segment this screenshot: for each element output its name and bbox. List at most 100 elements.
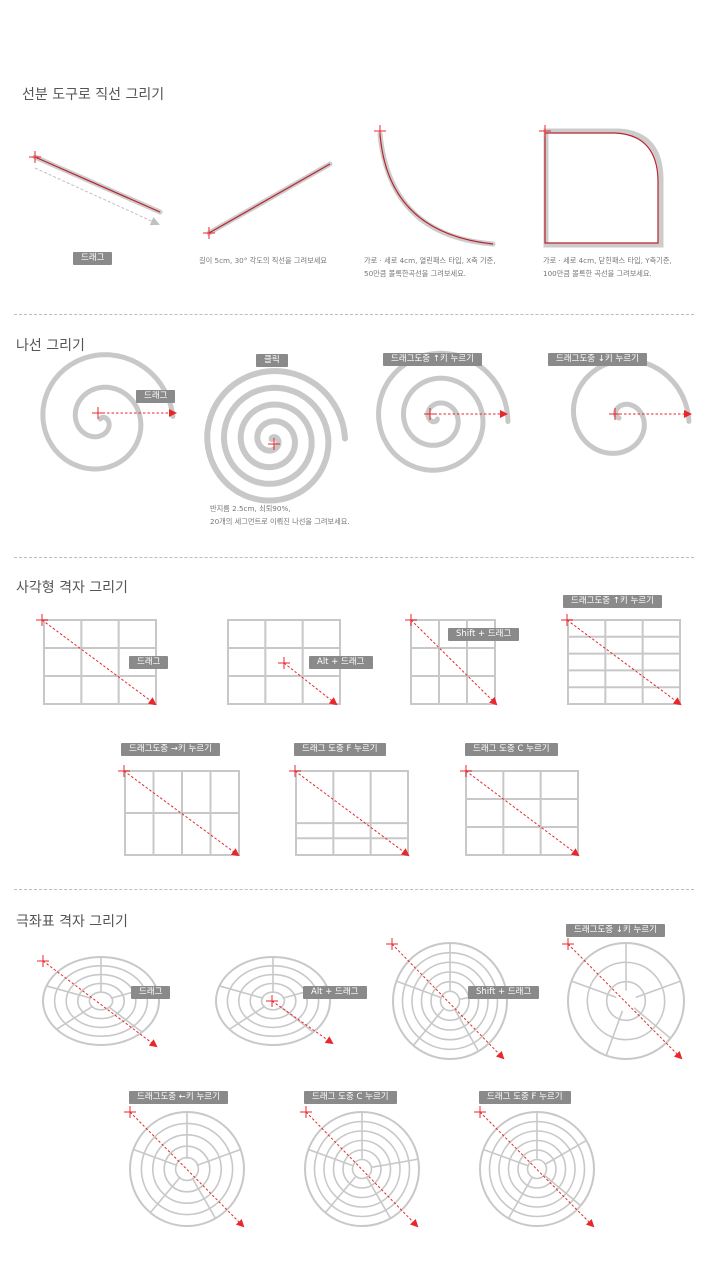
polar-spoke [279,1005,314,1033]
polar-spoke [571,980,617,999]
drag-right-key-tag: 드래그도중 →키 누르기 [121,743,220,756]
polar-spoke [133,1148,178,1167]
polar-spoke [544,1174,582,1207]
grid-frame [295,770,409,856]
grid-frame [567,619,681,705]
grid-frame [410,619,496,705]
section-title-spiral: 나선 그리기 [16,338,85,354]
polar-spoke [56,1005,94,1030]
drag-tag: 드래그 [136,390,176,403]
spiral-path [571,357,692,456]
spiral-path [204,368,348,504]
polar-ring [351,1158,373,1180]
polar-spoke [454,1009,480,1052]
polar-spoke [371,1158,419,1169]
spiral-example-drag [40,352,177,472]
section-title-line: 선분 도구로 직선 그리기 [22,87,165,103]
polar-spoke [107,1005,143,1033]
rect-grid-example-up-key [561,614,682,706]
curve-closed-example [539,125,664,248]
line-caption: 길이 5cm, 30° 각도의 직선을 그려보세요 [199,256,327,265]
crosshair-icon [374,125,386,137]
crosshair-icon [203,227,215,239]
shift-drag-tag: Shift + 드래그 [448,628,520,641]
drag-arrow [283,662,338,706]
spiral-caption-1: 반지름 2.5cm, 쇠퇴90%, [210,504,291,513]
polar-spoke [228,1005,266,1030]
drag-up-key-tag: 드래그도중 ↑키 누르기 [383,353,482,366]
spiral-path [376,350,511,473]
polar-spoke [46,985,92,1000]
drag-arrow [465,770,580,857]
spiral-example-up-key [376,350,511,473]
polar-spoke [605,1010,624,1056]
section-divider [14,557,694,558]
drag-tag: 드래그 [131,986,171,999]
polar-spoke [483,1148,528,1167]
drag-c-key-tag: 드래그 도중 C 누르기 [304,1091,397,1104]
rect-grid-example-drag [36,614,157,706]
drag-arrow [566,619,682,706]
crosshair-icon [268,438,280,450]
curve-closed-caption-1: 가로 · 세로 4cm, 닫힌패스 타입, Y축기준, [543,256,672,265]
rect-grid-example-c-key [460,765,580,857]
polar-spoke [308,1148,353,1167]
polar-grid-example-f-key [474,1106,595,1228]
click-tag: 클릭 [256,354,288,367]
spiral-caption-2: 20개의 세그먼트로 이뤄진 나선을 그려보세요. [210,517,350,526]
polar-spoke [507,1177,533,1219]
polar-spoke [191,1177,217,1219]
drag-arrow [41,619,157,706]
drag-arrow [305,1111,419,1228]
polar-spoke [633,1007,671,1039]
rect-grid-example-alt [227,619,341,706]
polar-spoke [545,1139,587,1165]
grid-frame [465,770,579,856]
rect-grid-example-f-key [289,765,410,857]
drag-arrow [123,770,240,857]
polar-ring [526,1158,548,1180]
curve-open-caption-2: 50만큼 볼록한곡선을 그려보세요. [364,269,466,278]
drag-down-key-tag: 드래그도중 ↓키 누르기 [566,924,665,937]
spiral-example-click [204,368,348,504]
crosshair-icon [539,125,551,137]
polar-spoke [219,985,264,1000]
rect-grid-example-shift [405,614,498,706]
alt-drag-tag: Alt + 드래그 [303,986,367,999]
crosshair-icon [29,151,41,163]
polar-spoke [324,1176,357,1214]
curve-closed-caption-2: 100만큼 볼록한 곡선을 그려보세요. [543,269,652,278]
drag-left-key-tag: 드래그도중 ←키 누르기 [129,1091,228,1104]
section-title-polar-grid: 극좌표 격자 그리기 [16,914,128,930]
shift-drag-tag: Shift + 드래그 [468,986,540,999]
polar-grid-example-down-key [562,938,685,1060]
polar-grid-example-alt [215,956,334,1046]
spiral-example-down-key [571,357,692,456]
drag-arrow [42,960,158,1048]
polar-grid-example-left-key [124,1106,245,1228]
rect-grid-example-right-key [118,765,240,857]
drag-f-key-tag: 드래그 도중 F 누르기 [294,743,386,756]
drag-arrow [271,1000,334,1045]
section-title-rect-grid: 사각형 격자 그리기 [16,580,128,596]
drag-down-key-tag: 드래그도중 ↓키 누르기 [548,353,647,366]
polar-spoke [412,1008,445,1046]
curve-open-example [374,125,496,247]
polar-spoke [396,980,441,999]
drag-f-key-tag: 드래그 도중 F 누르기 [479,1091,571,1104]
drag-c-key-tag: 드래그 도중 C 누르기 [465,743,558,756]
drag-arrow [391,943,505,1060]
line-example-drag [29,151,163,226]
polar-spoke [149,1176,182,1214]
section-divider [14,889,694,890]
drag-tag: 드래그 [73,252,113,265]
curve-open-caption-1: 가로 · 세로 4cm, 열린패스 타입, X축 기준, [364,256,496,265]
drag-up-key-tag: 드래그도중 ↑키 누르기 [563,595,662,608]
alt-drag-tag: Alt + 드래그 [309,656,373,669]
polar-grid-example-c-key [300,1106,420,1228]
line-example-result [203,161,333,239]
polar-spoke [366,1177,392,1219]
drag-tag: 드래그 [129,656,169,669]
polar-spoke [635,980,681,999]
spiral-path [40,352,176,472]
